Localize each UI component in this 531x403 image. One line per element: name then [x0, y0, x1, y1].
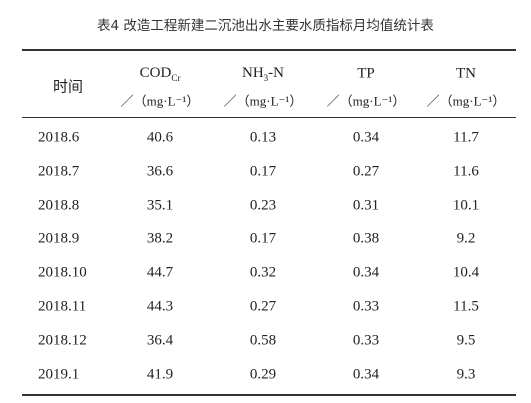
value-cell: 0.31 [352, 197, 380, 214]
header-sub: Cr [171, 73, 181, 83]
value-cell: 9.3 [456, 366, 476, 383]
value-cell: 9.2 [456, 230, 476, 247]
value-cell: 40.6 [146, 129, 174, 146]
value-cell: 0.13 [249, 129, 277, 146]
date-cell: 2018.8 [38, 197, 80, 214]
header-cell: TN [456, 66, 476, 83]
header-name: COD [139, 65, 172, 81]
value-cell: 0.38 [352, 230, 380, 247]
value-cell: 0.17 [249, 163, 277, 180]
value-cell: 0.33 [352, 332, 380, 349]
table-title: 表4 改造工程新建二沉池出水主要水质指标月均值统计表 [97, 18, 434, 34]
header-name: TN [456, 65, 476, 82]
date-cell: 2018.10 [38, 264, 87, 281]
header-name: NH [242, 65, 264, 81]
value-cell: 0.33 [352, 298, 380, 315]
value-cell: 44.7 [146, 264, 174, 281]
header-cell: 时间 [53, 76, 83, 97]
date-cell: 2018.12 [38, 332, 87, 349]
value-cell: 10.1 [452, 197, 480, 214]
header-unit: ／（mg·L⁻¹） [223, 93, 303, 109]
value-cell: 10.4 [452, 264, 480, 281]
value-cell: 36.4 [146, 332, 174, 349]
header-cell: CODCr [140, 65, 181, 83]
date-cell: 2018.11 [38, 298, 87, 315]
date-cell: 2018.9 [38, 230, 80, 247]
header-cell: TP [357, 66, 375, 83]
value-cell: 0.58 [249, 332, 277, 349]
value-cell: 35.1 [146, 197, 174, 214]
value-cell: 44.3 [146, 298, 174, 315]
value-cell: 11.6 [453, 163, 479, 180]
header-unit: ／（mg·L⁻¹） [326, 93, 406, 109]
date-cell: 2018.6 [38, 129, 80, 146]
header-suffix: -N [268, 65, 284, 81]
value-cell: 0.34 [352, 366, 380, 383]
value-cell: 9.5 [456, 332, 476, 349]
value-cell: 0.27 [352, 163, 380, 180]
value-cell: 0.34 [352, 129, 380, 146]
date-cell: 2019.1 [38, 366, 80, 383]
header-name: TP [357, 65, 375, 82]
value-cell: 0.32 [249, 264, 277, 281]
bottom-rule [22, 394, 516, 396]
value-cell: 38.2 [146, 230, 174, 247]
value-cell: 0.27 [249, 298, 277, 315]
value-cell: 41.9 [146, 366, 174, 383]
header-unit: ／（mg·L⁻¹） [120, 93, 200, 109]
header-sub: 3 [263, 73, 269, 83]
header-name: 时间 [52, 79, 84, 96]
date-cell: 2018.7 [38, 163, 80, 180]
value-cell: 11.7 [453, 129, 479, 146]
value-cell: 36.6 [146, 163, 174, 180]
header-unit: ／（mg·L⁻¹） [426, 93, 506, 109]
value-cell: 0.29 [249, 366, 277, 383]
top-rule [22, 49, 516, 51]
value-cell: 0.34 [352, 264, 380, 281]
value-cell: 0.23 [249, 197, 277, 214]
value-cell: 11.5 [453, 298, 479, 315]
header-cell: NH3-N [242, 65, 284, 83]
value-cell: 0.17 [249, 230, 277, 247]
header-rule [22, 117, 516, 118]
